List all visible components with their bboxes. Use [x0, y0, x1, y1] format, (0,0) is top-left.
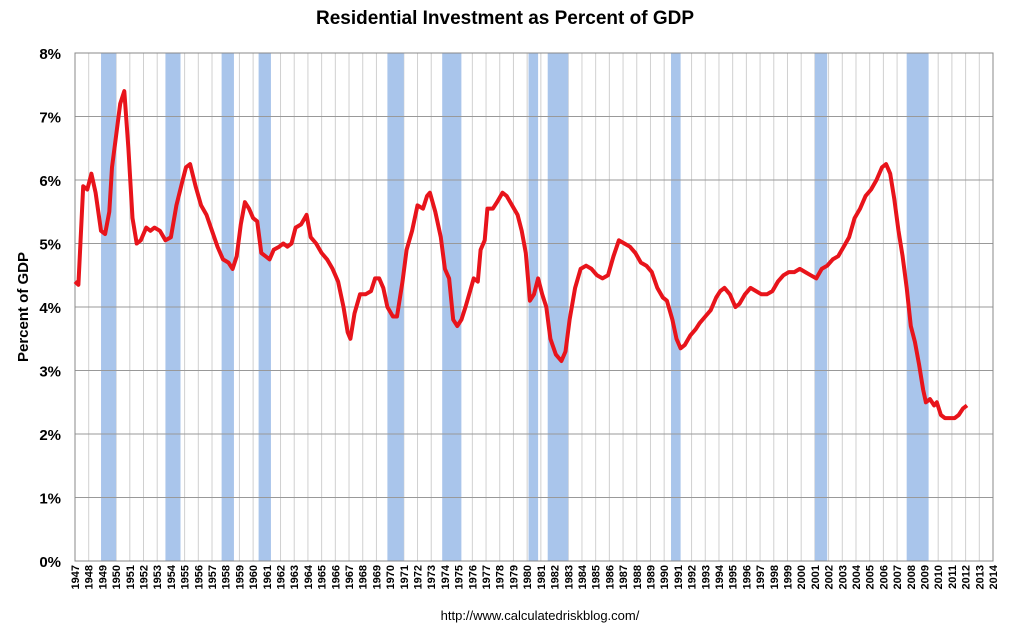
x-tick-label: 1951: [125, 565, 137, 589]
x-tick-label: 2013: [974, 565, 986, 589]
x-tick-label: 1999: [782, 565, 794, 589]
x-tick-label: 1991: [673, 565, 685, 589]
x-tick-label: 1974: [440, 564, 452, 589]
x-tick-label: 1968: [358, 565, 370, 589]
x-tick-label: 1995: [728, 565, 740, 589]
x-tick-label: 1970: [385, 565, 397, 589]
x-tick-label: 1972: [413, 565, 425, 589]
data-line: [73, 89, 969, 421]
x-tick-label: 2010: [933, 565, 945, 589]
x-tick-label: 1950: [111, 565, 123, 589]
x-tick-label: 1982: [550, 565, 562, 589]
x-tick-label: 2000: [796, 565, 808, 589]
x-tick-label: 1961: [262, 565, 274, 589]
x-tick-label: 1956: [193, 565, 205, 589]
x-tick-label: 1965: [317, 565, 329, 589]
x-tick-label: 1959: [234, 565, 246, 589]
x-tick-label: 1952: [139, 565, 151, 589]
x-tick-label: 2008: [906, 565, 918, 589]
y-tick-label: 0%: [39, 554, 61, 571]
x-tick-label: 1953: [152, 565, 164, 589]
x-tick-label: 1996: [741, 565, 753, 589]
y-tick-label: 6%: [39, 173, 61, 190]
x-tick-label: 1969: [371, 565, 383, 589]
source: http://www.calculatedriskblog.com/: [441, 608, 640, 623]
x-tick-label: 1963: [289, 565, 301, 589]
x-tick-label: 1962: [276, 565, 288, 589]
x-tick-label: 1981: [536, 565, 548, 589]
x-tick-label: 1971: [399, 565, 411, 589]
x-tick-label: 1967: [344, 565, 356, 589]
x-tick-label: 1975: [454, 565, 466, 589]
x-tick-label: 1990: [659, 565, 671, 589]
x-tick-label: 1986: [604, 565, 616, 589]
plot-border: [74, 52, 994, 562]
x-tick-label: 2003: [837, 565, 849, 589]
x-tick-label: 2006: [878, 565, 890, 589]
x-tick-label: 2012: [961, 565, 973, 589]
x-tick-label: 1983: [563, 565, 575, 589]
chart-title: Residential Investment as Percent of GDP: [316, 8, 694, 29]
x-tick-label: 1984: [577, 564, 589, 589]
y-tick-label: 7%: [39, 110, 61, 127]
x-tick-label: 1993: [700, 565, 712, 589]
x-tick-label: 1955: [180, 565, 192, 589]
y-axis-label: Percent of GDP: [15, 252, 32, 362]
x-tick-label: 1957: [207, 565, 219, 589]
y-tick-label: 8%: [39, 46, 61, 63]
x-tick-label: 1958: [221, 565, 233, 589]
x-tick-label: 2009: [919, 565, 931, 589]
x-tick-label: 1978: [495, 565, 507, 589]
y-tick-label: 2%: [39, 427, 61, 444]
x-tick-label: 2014: [988, 564, 1000, 589]
x-tick-label: 2004: [851, 564, 863, 589]
x-tick-label: 2005: [865, 565, 877, 589]
x-tick-label: 1954: [166, 564, 178, 589]
x-tick-label: 2007: [892, 565, 904, 589]
x-tick-label: 1949: [97, 565, 109, 589]
x-tick-label: 1987: [618, 565, 630, 589]
x-tick-label: 1994: [714, 564, 726, 589]
x-tick-label: 1980: [522, 565, 534, 589]
x-tick-label: 1988: [632, 565, 644, 589]
x-tick-label: 1977: [481, 565, 493, 589]
x-tick-label: 1973: [426, 565, 438, 589]
x-tick-label: 1985: [591, 565, 603, 589]
x-tick-label: 1976: [467, 565, 479, 589]
x-tick-label: 2002: [824, 565, 836, 589]
x-tick-label: 1989: [645, 565, 657, 589]
y-tick-label: 4%: [39, 300, 61, 317]
x-tick-label: 1979: [508, 565, 520, 589]
x-tick-label: 1947: [70, 565, 82, 589]
x-tick-label: 1997: [755, 565, 767, 589]
x-tick-label: 2011: [947, 565, 959, 589]
x-tick-label: 1966: [330, 565, 342, 589]
x-tick-label: 1948: [84, 565, 96, 589]
x-tick-label: 1964: [303, 564, 315, 589]
x-tick-label: 1998: [769, 565, 781, 589]
y-tick-label: 5%: [39, 237, 61, 254]
x-tick-label: 1992: [687, 565, 699, 589]
y-tick-label: 1%: [39, 491, 61, 508]
y-tick-label: 3%: [39, 364, 61, 381]
x-tick-label: 1960: [248, 565, 260, 589]
x-tick-label: 2001: [810, 565, 822, 589]
